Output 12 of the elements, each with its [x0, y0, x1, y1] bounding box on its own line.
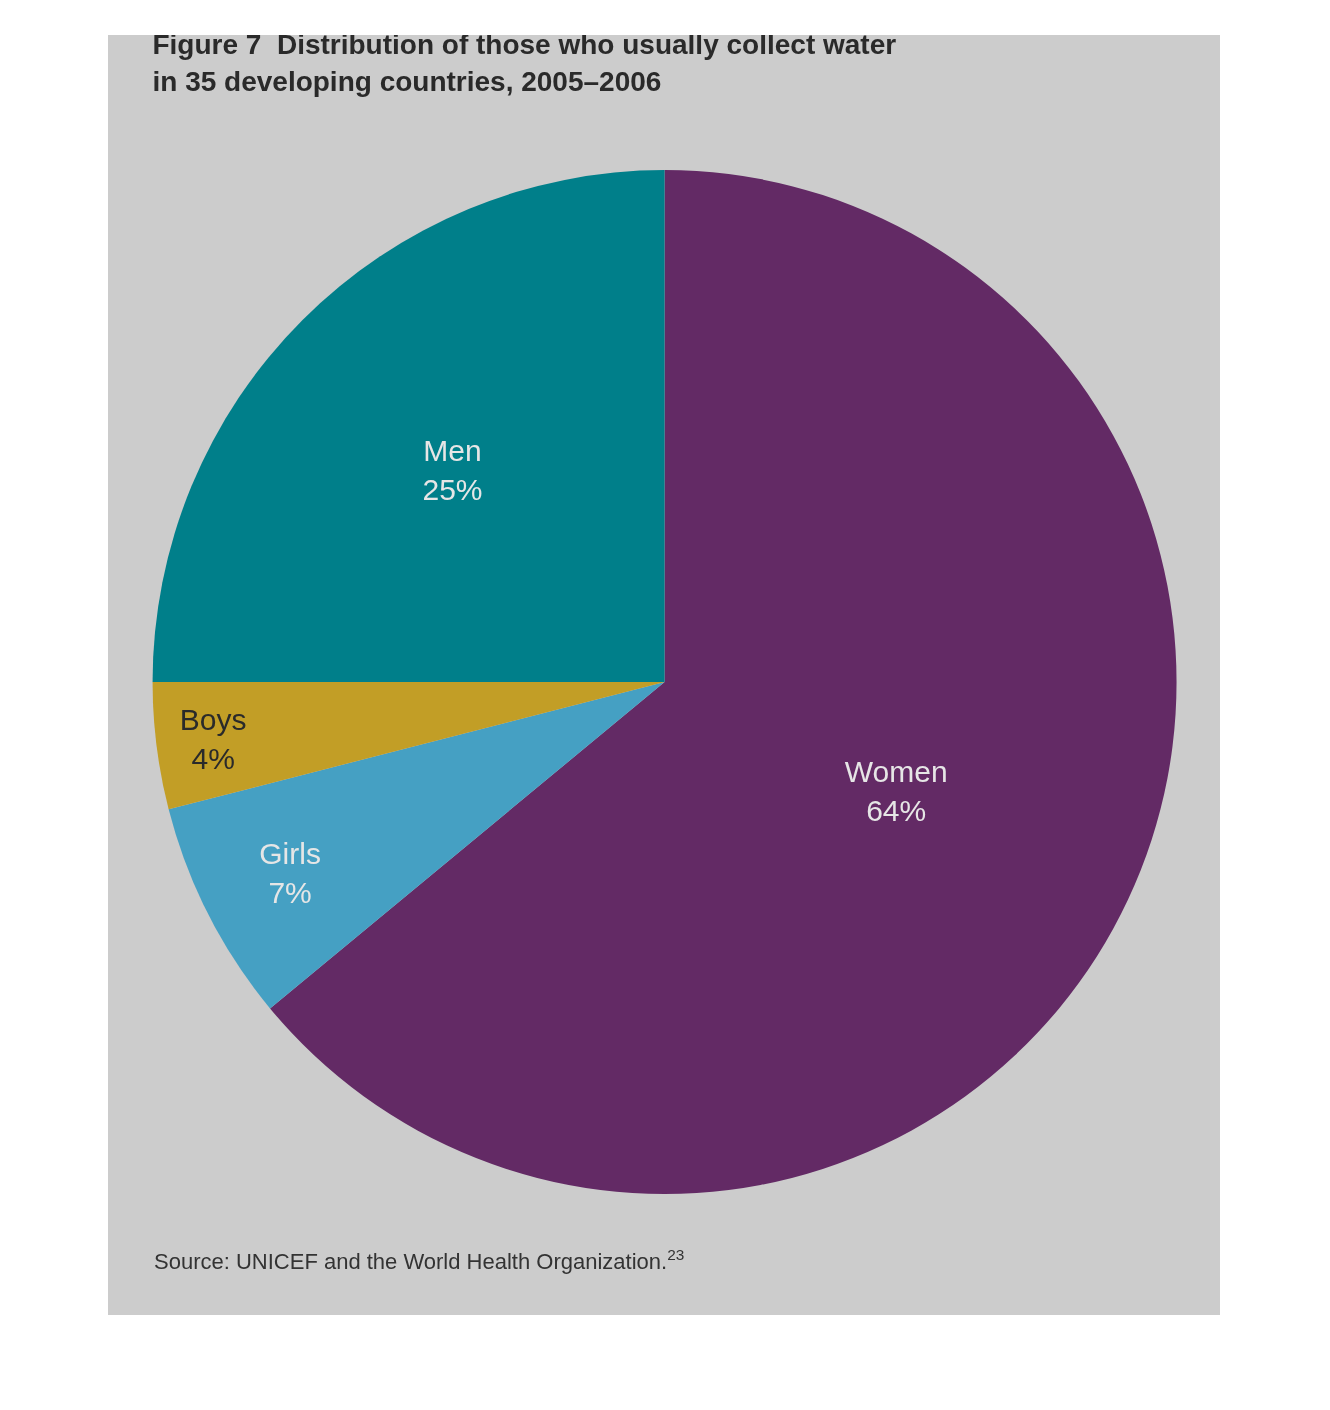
- pie-slice: [168, 682, 665, 1009]
- slice-label: Girls: [259, 836, 321, 870]
- data-label: 64%: [866, 794, 927, 828]
- slice-label: Men: [423, 433, 482, 467]
- source-note: Source: UNICEF and the World Health Organization.$^{23}$: [154, 1246, 685, 1275]
- data-label: 25%: [422, 472, 483, 506]
- pie-slice: [152, 682, 665, 810]
- data-label: 4%: [191, 742, 235, 776]
- pie-slice: [152, 170, 665, 683]
- slice-label: Women: [844, 755, 948, 789]
- data-label: 7%: [268, 875, 312, 909]
- slice-label: Boys: [179, 703, 247, 737]
